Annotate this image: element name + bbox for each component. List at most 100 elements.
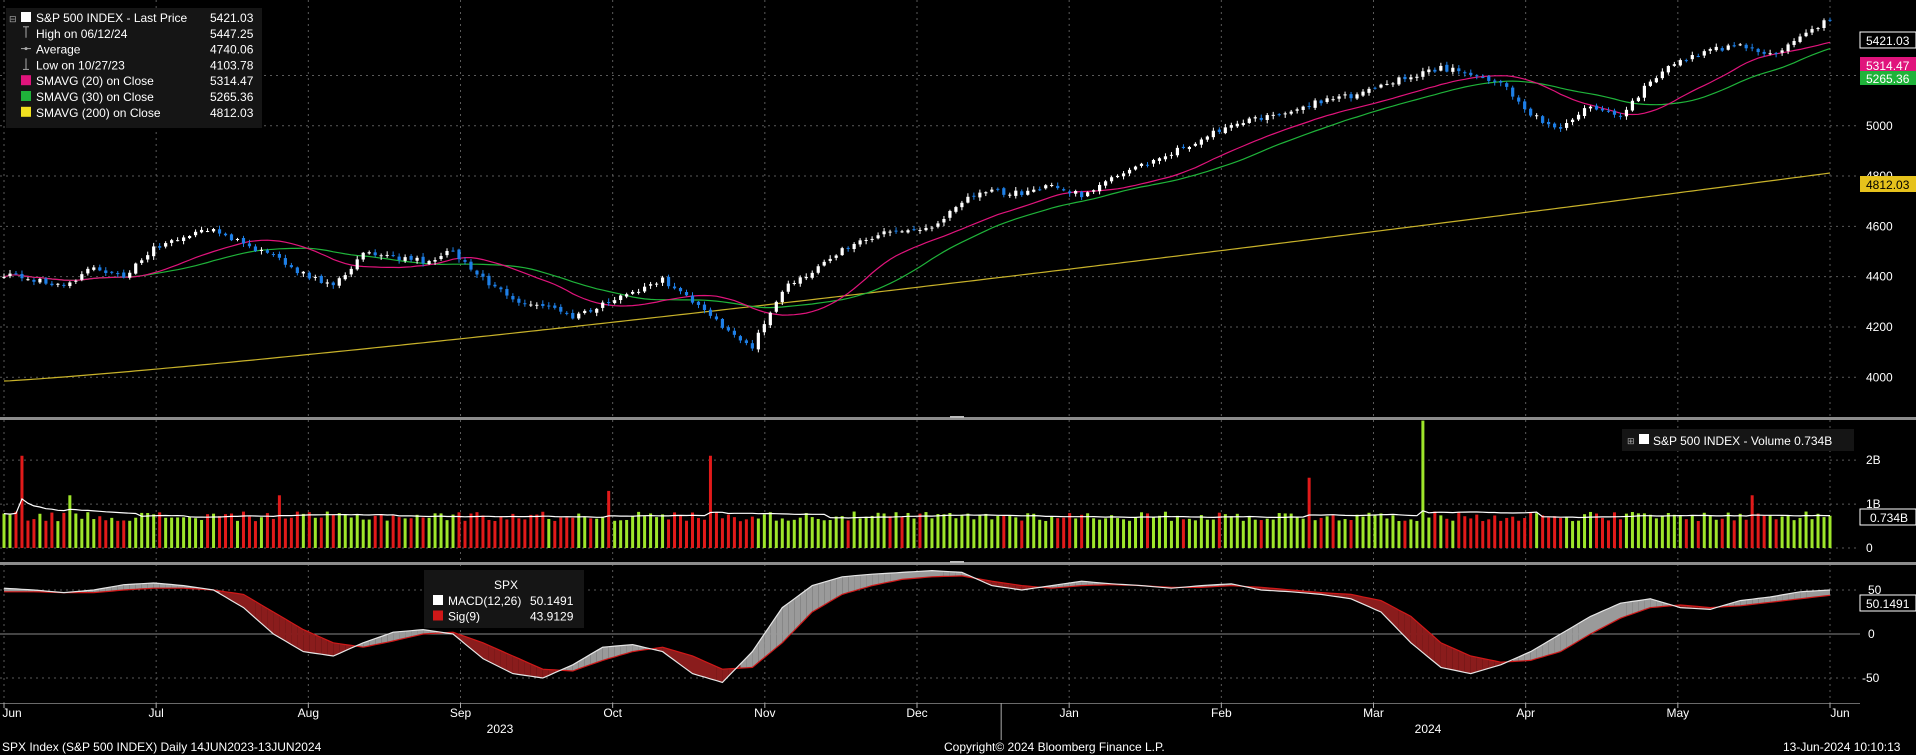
volume-panel[interactable] bbox=[2, 420, 1832, 548]
candle-body bbox=[864, 239, 868, 241]
macd-fill-segment bbox=[662, 647, 669, 656]
candle-body bbox=[205, 231, 210, 233]
macd-fill-segment bbox=[955, 572, 962, 577]
macd-legend[interactable]: SPX MACD(12,26) 50.1491 Sig(9) 43.9129 bbox=[424, 570, 584, 628]
macd-fill-segment bbox=[1602, 608, 1609, 628]
sma200-tag: 4812.03 bbox=[1860, 176, 1916, 192]
macd-panel[interactable] bbox=[3, 569, 1831, 684]
volume-bar bbox=[1415, 520, 1419, 548]
candle-body bbox=[1193, 143, 1197, 146]
candle-body bbox=[1756, 48, 1760, 53]
candle-body bbox=[1247, 118, 1251, 123]
candle-body bbox=[996, 188, 1000, 190]
volume-bar bbox=[68, 495, 72, 548]
volume-legend[interactable]: ⊞ S&P 500 INDEX - Volume 0.734B bbox=[1622, 429, 1854, 451]
macd-fill-segment bbox=[327, 640, 334, 656]
volume-bar bbox=[301, 513, 305, 548]
volume-bar bbox=[427, 517, 431, 548]
macd-fill-segment bbox=[716, 666, 723, 683]
candle-body bbox=[1816, 28, 1820, 30]
volume-bar bbox=[1068, 513, 1072, 548]
candle-body bbox=[924, 227, 928, 231]
divider-grip-1[interactable] bbox=[950, 416, 964, 418]
volume-bar bbox=[1122, 519, 1126, 548]
legend-marker bbox=[24, 47, 28, 51]
volume-bar bbox=[565, 517, 569, 548]
candle-body bbox=[295, 267, 299, 274]
candle-body bbox=[337, 278, 341, 286]
candle-body bbox=[1792, 40, 1796, 45]
month-label: Sep bbox=[450, 706, 472, 720]
x-axis-line bbox=[0, 703, 1860, 704]
panel-separators[interactable] bbox=[0, 416, 1916, 704]
macd-fill-segment bbox=[1015, 584, 1022, 590]
candle-body bbox=[1355, 94, 1359, 99]
candle-body bbox=[38, 278, 42, 283]
volume-bar bbox=[289, 517, 293, 548]
candle-body bbox=[1211, 130, 1215, 138]
year-label: 2023 bbox=[487, 722, 514, 736]
macd-fill-segment bbox=[135, 583, 142, 590]
candle-body bbox=[930, 227, 934, 229]
macd-fill-segment bbox=[902, 572, 908, 580]
volume-bar bbox=[1810, 519, 1814, 548]
macd-fill-segment bbox=[626, 644, 633, 654]
candle-body bbox=[565, 312, 569, 314]
macd-fill-segment bbox=[1381, 600, 1387, 619]
volume-bar bbox=[373, 515, 377, 548]
candle-body bbox=[1319, 100, 1323, 104]
volume-bar bbox=[1606, 520, 1610, 548]
macd-fill-segment bbox=[536, 666, 543, 678]
price-legend[interactable]: ⊟ S&P 500 INDEX - Last Price 5421.03 High … bbox=[6, 8, 262, 128]
macd-fill-segment bbox=[393, 631, 400, 641]
volume-bar bbox=[529, 514, 533, 548]
macd-fill-segment bbox=[147, 583, 154, 589]
volume-bar bbox=[1301, 518, 1305, 548]
volume-macd-divider[interactable] bbox=[0, 562, 1916, 565]
candle-body bbox=[1774, 52, 1778, 54]
volume-bar bbox=[499, 516, 503, 548]
volume-bar bbox=[930, 518, 934, 548]
candle-body bbox=[948, 210, 952, 218]
volume-bar bbox=[8, 514, 12, 548]
volume-bar bbox=[253, 521, 257, 548]
candle-body bbox=[122, 272, 126, 278]
candle-body bbox=[1277, 114, 1281, 116]
volume-bar bbox=[1660, 515, 1664, 548]
candle-body bbox=[1666, 66, 1670, 73]
volume-bar bbox=[218, 516, 222, 548]
candle-body bbox=[654, 283, 659, 285]
candle-body bbox=[535, 304, 539, 306]
volume-bar bbox=[307, 512, 311, 548]
volume-bar bbox=[870, 515, 874, 548]
candle-body bbox=[265, 250, 270, 253]
volume-bar bbox=[732, 517, 736, 548]
macd-fill-segment bbox=[1003, 583, 1010, 589]
candle-body bbox=[44, 278, 48, 284]
candle-body bbox=[1301, 106, 1305, 110]
x-axis-labels: Jun Jul Aug Sep Oct Nov Dec Jan Feb Mar Apr May Jun 2… bbox=[2, 703, 1850, 740]
volume-bar bbox=[535, 514, 539, 548]
candle-body bbox=[1295, 109, 1299, 111]
volume-bar bbox=[744, 519, 748, 548]
macd-fill-segment bbox=[764, 625, 771, 658]
price-panel[interactable] bbox=[2, 17, 1832, 382]
volume-bar bbox=[541, 511, 545, 548]
volume-bar bbox=[1612, 512, 1616, 548]
macd-fill-segment bbox=[225, 591, 232, 601]
candle-body bbox=[475, 270, 479, 275]
macd-fill-segment bbox=[500, 650, 507, 671]
volume-bar bbox=[553, 520, 557, 548]
macd-ytick-label: -50 bbox=[1862, 671, 1880, 685]
candle-body bbox=[98, 267, 102, 271]
macd-fill-segment bbox=[1740, 599, 1747, 606]
candle-body bbox=[708, 309, 713, 316]
price-volume-divider[interactable] bbox=[0, 417, 1916, 420]
candle-body bbox=[559, 306, 563, 312]
divider-grip-2[interactable] bbox=[950, 561, 964, 563]
candle-body bbox=[385, 254, 389, 256]
candle-body bbox=[170, 240, 174, 243]
macd-fill-segment bbox=[770, 616, 777, 653]
volume-bar bbox=[421, 517, 425, 548]
legend-marker bbox=[21, 12, 31, 22]
